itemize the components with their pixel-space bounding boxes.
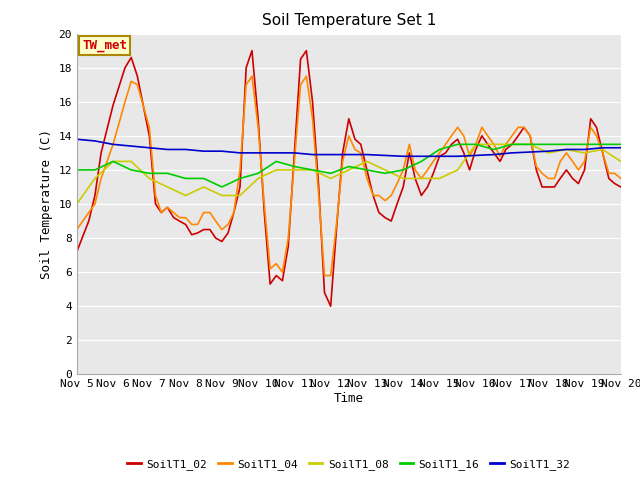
Title: Soil Temperature Set 1: Soil Temperature Set 1 bbox=[262, 13, 436, 28]
Y-axis label: Soil Temperature (C): Soil Temperature (C) bbox=[40, 129, 53, 279]
Text: TW_met: TW_met bbox=[82, 39, 127, 52]
Legend: SoilT1_02, SoilT1_04, SoilT1_08, SoilT1_16, SoilT1_32: SoilT1_02, SoilT1_04, SoilT1_08, SoilT1_… bbox=[123, 455, 575, 475]
X-axis label: Time: Time bbox=[334, 392, 364, 405]
